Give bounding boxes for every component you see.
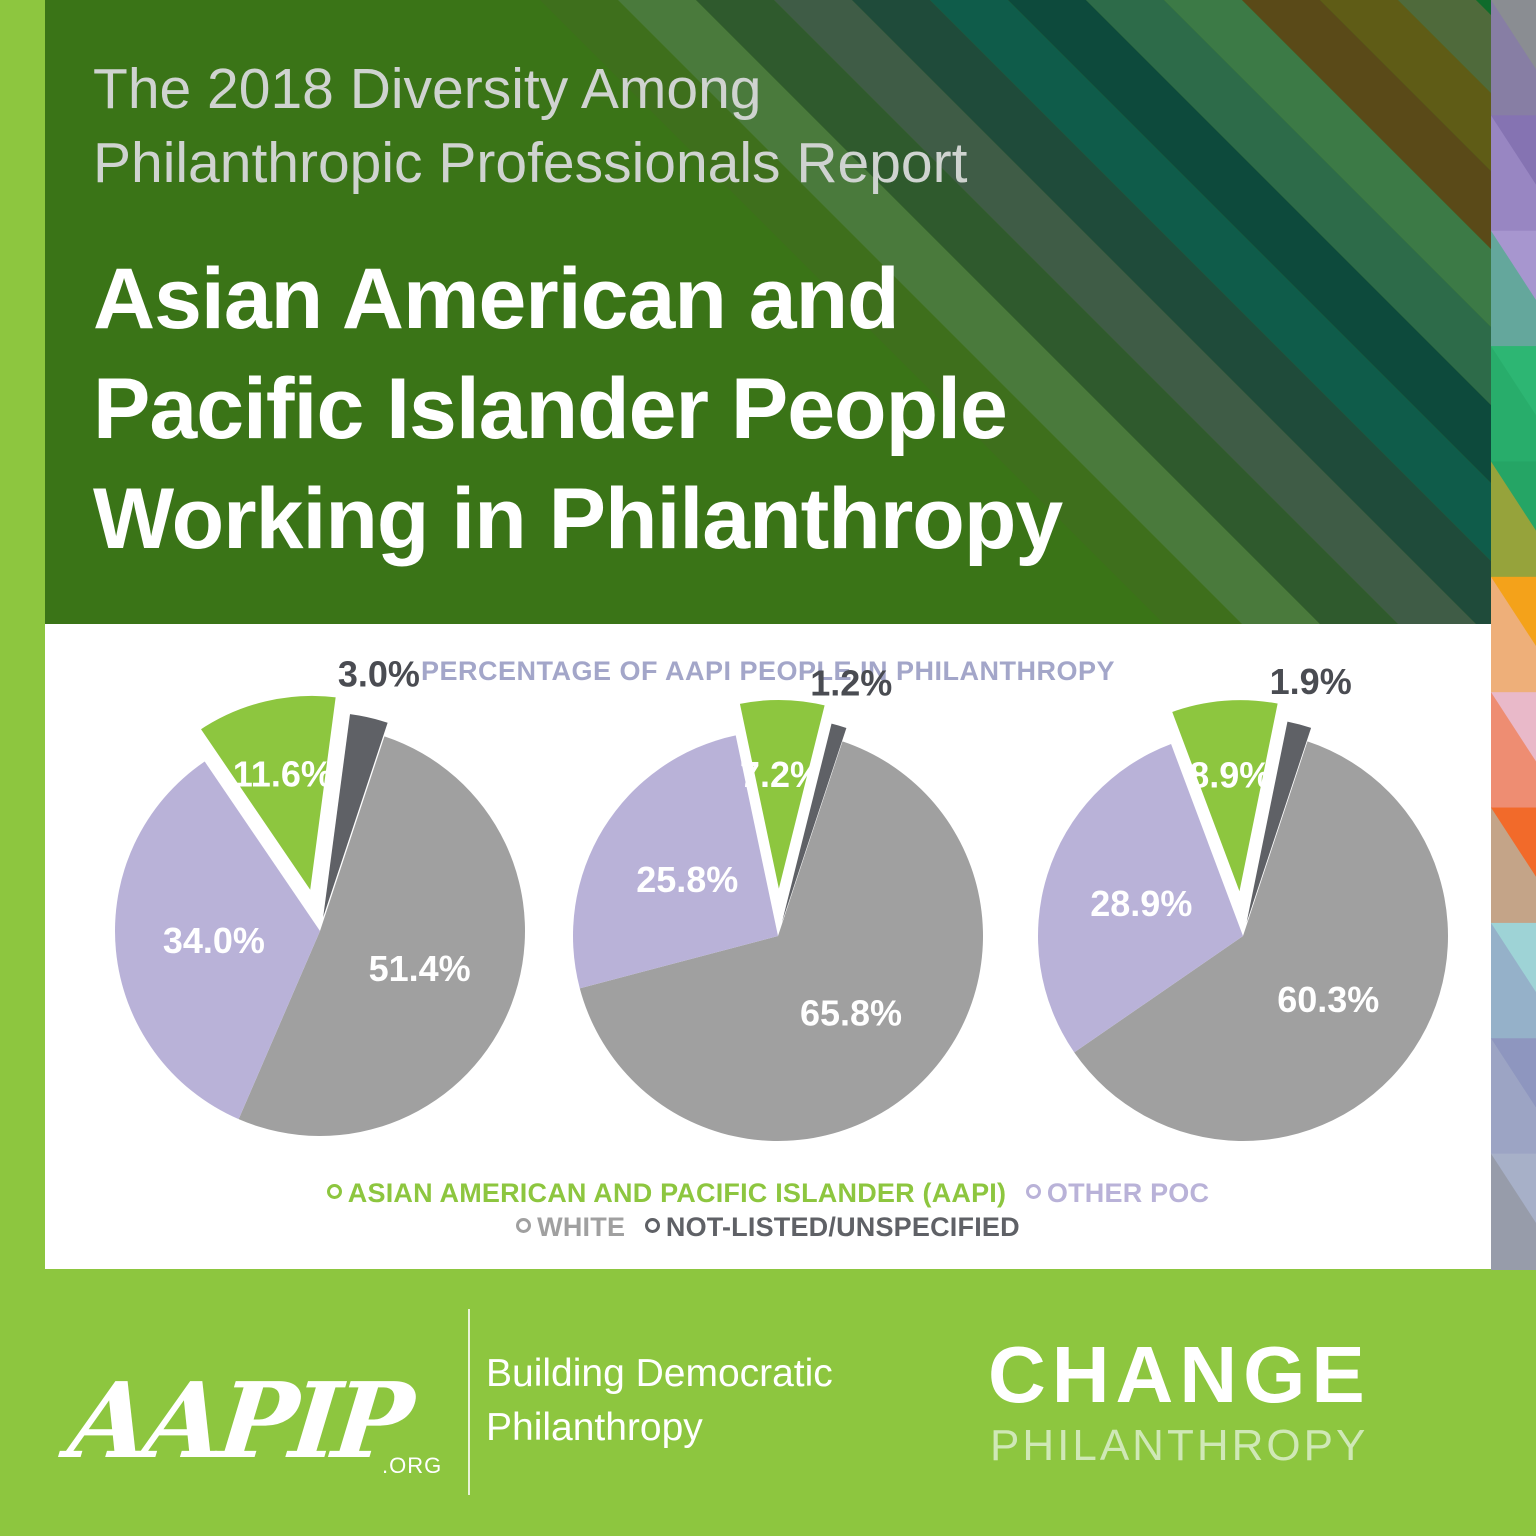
legend-dot-icon — [326, 1184, 342, 1199]
page-title: Asian American and Pacific Islander Peop… — [93, 251, 1063, 567]
slice-label-white: 60.3% — [1277, 979, 1379, 1020]
footer: AAPIP .ORG Building Democratic Philanthr… — [0, 1269, 1536, 1536]
side-stripe-accent — [1491, 115, 1536, 232]
stripe — [696, 0, 1398, 624]
slice-label-other-poc: 34.0% — [163, 920, 265, 961]
side-stripe-accent — [1491, 230, 1536, 348]
legend-item-unspecified: NOT-LISTED/UNSPECIFIED — [644, 1212, 1020, 1243]
side-stripe-accent — [1491, 0, 1536, 117]
legend-label-white: WHITE — [537, 1212, 626, 1242]
change-philanthropy-subtitle: PHILANTHROPY — [990, 1421, 1369, 1470]
aapip-domain: .ORG — [382, 1453, 443, 1478]
stripe — [618, 0, 1320, 624]
stripe — [1242, 0, 1491, 249]
pie-slice-other-poc — [573, 735, 778, 989]
slice-label-other-poc: 25.8% — [636, 859, 738, 900]
aapip-logo[interactable]: AAPIP — [63, 1359, 413, 1482]
slice-label-unspecified: 1.2% — [810, 662, 892, 703]
legend-label-unspecified: NOT-LISTED/UNSPECIFIED — [665, 1212, 1020, 1242]
legend-dot-icon — [644, 1218, 660, 1233]
stripe — [1008, 0, 1491, 483]
footer-divider — [468, 1309, 470, 1495]
slice-label-white: 51.4% — [369, 948, 471, 989]
legend-item-aapi: ASIAN AMERICAN AND PACIFIC ISLANDER (AAP… — [326, 1178, 1007, 1209]
pie-slice-aapi — [732, 694, 832, 903]
legend-item-other-poc: OTHER POC — [1025, 1178, 1210, 1209]
stripe — [852, 0, 1491, 624]
header-banner: The 2018 Diversity Among Philanthropic P… — [45, 0, 1491, 624]
stripe — [1320, 0, 1491, 171]
legend-label-aapi: ASIAN AMERICAN AND PACIFIC ISLANDER (AAP… — [347, 1178, 1007, 1208]
stripe — [540, 0, 1242, 624]
slice-label-white: 65.8% — [800, 993, 902, 1034]
pie-slice-unspecified — [781, 723, 847, 923]
stripe — [930, 0, 1491, 561]
pie-charts: 51.4% 34.0% 11.6% 3.0% 65.8% 25.8% 7.2% 1.2% 60.… — [115, 654, 1448, 1141]
stripe — [1164, 0, 1491, 327]
pie-slice-aapi — [1164, 694, 1285, 913]
slice-label-unspecified: 3.0% — [338, 654, 420, 695]
side-stripe-accent — [1491, 922, 1536, 1040]
pie-slice-white — [1074, 741, 1448, 1141]
stripe — [774, 0, 1476, 624]
legend-dot-icon — [1025, 1184, 1041, 1199]
slice-label-aapi: 8.9% — [1189, 754, 1271, 795]
slice-label-unspecified: 1.9% — [1270, 661, 1352, 702]
pie-slice-white — [579, 741, 984, 1141]
stripe — [1476, 0, 1491, 15]
chart-title: PERCENTAGE OF AAPI PEOPLE IN PHILANTHROP… — [420, 656, 1116, 686]
pie-slice-aapi — [192, 689, 343, 907]
slice-label-other-poc: 28.9% — [1090, 883, 1192, 924]
stripe — [1398, 0, 1491, 93]
pie-slice-other-poc — [1038, 744, 1243, 1053]
legend-row-2: WHITE NOT-LISTED/UNSPECIFIED — [45, 1212, 1491, 1243]
side-stripe-accent — [1491, 692, 1536, 809]
legend-dot-icon — [516, 1218, 532, 1233]
change-philanthropy-logo[interactable]: CHANGE — [988, 1330, 1371, 1419]
report-subtitle: The 2018 Diversity Among Philanthropic P… — [93, 57, 968, 195]
pie-slice-white — [238, 736, 526, 1136]
side-stripe-accent — [1491, 461, 1536, 578]
slice-label-aapi: 11.6% — [233, 753, 333, 794]
aapip-tagline: Building Democratic Philanthropy — [486, 1352, 833, 1449]
stripe — [1086, 0, 1491, 405]
legend-item-white: WHITE — [516, 1212, 625, 1243]
pie-slice-unspecified — [323, 714, 388, 918]
side-stripe-accent — [1491, 807, 1536, 924]
chart-panel: PERCENTAGE OF AAPI PEOPLE IN PHILANTHROP… — [45, 624, 1491, 1269]
slice-label-aapi: 7.2% — [740, 754, 822, 795]
side-stripe-accent — [1491, 1153, 1536, 1270]
pie-slice-unspecified — [1246, 721, 1312, 923]
pie-slice-other-poc — [115, 761, 320, 1120]
side-stripe-accent — [1491, 576, 1536, 694]
legend-row-1: ASIAN AMERICAN AND PACIFIC ISLANDER (AAP… — [45, 1178, 1491, 1209]
side-stripe-accent — [1491, 1038, 1536, 1155]
legend-label-other-poc: OTHER POC — [1046, 1178, 1210, 1208]
side-stripe-accent — [1491, 346, 1536, 463]
